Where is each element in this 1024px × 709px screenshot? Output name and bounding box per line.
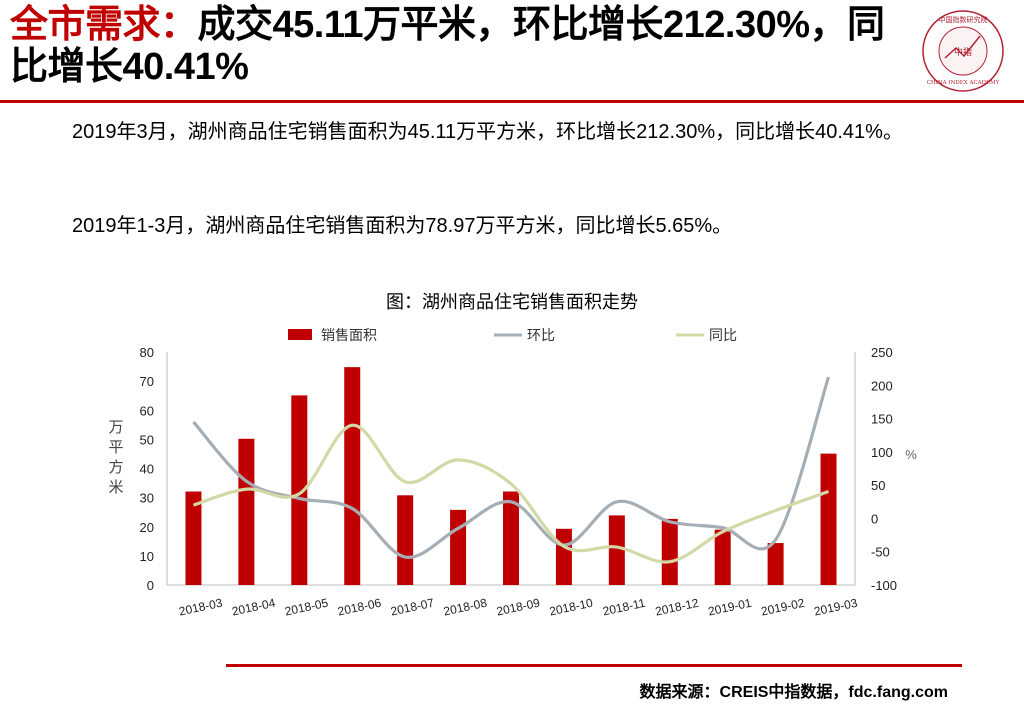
title-divider — [0, 100, 1024, 103]
right-tick-label: 0 — [871, 511, 878, 526]
bar-sales-area — [185, 491, 202, 585]
left-tick-label: 10 — [140, 549, 154, 564]
left-axis-label-char: 方 — [108, 459, 123, 476]
left-tick-label: 50 — [140, 432, 154, 447]
legend-label: 同比 — [709, 327, 737, 343]
x-tick-label: 2019-01 — [707, 596, 753, 619]
x-tick-label: 2018-10 — [548, 596, 594, 619]
bar-sales-area — [291, 395, 308, 585]
left-tick-label: 40 — [140, 462, 154, 477]
bar-sales-area — [767, 543, 784, 585]
footer-divider — [226, 664, 962, 667]
summary-paragraph-1: 2019年3月，湖州商品住宅销售面积为45.11万平方米，环比增长212.30%… — [72, 121, 903, 143]
left-axis-label-char: 米 — [108, 479, 123, 496]
bar-sales-area — [608, 515, 625, 585]
summary-paragraph-2: 2019年1-3月，湖州商品住宅销售面积为78.97万平方米，同比增长5.65%… — [72, 215, 733, 237]
bar-sales-area — [820, 453, 837, 585]
left-tick-label: 60 — [140, 403, 154, 418]
x-tick-label: 2019-03 — [813, 596, 859, 619]
right-tick-label: -100 — [871, 578, 897, 593]
x-tick-label: 2018-03 — [178, 596, 224, 619]
x-tick-label: 2018-07 — [389, 596, 435, 619]
x-tick-label: 2018-06 — [336, 596, 382, 619]
china-index-academy-logo: 中国指数研究院 中指 CHINA INDEX ACADEMY — [922, 10, 1004, 92]
right-axis-label: % — [905, 447, 917, 462]
legend-swatch-sales-area — [288, 329, 312, 340]
bar-sales-area — [661, 518, 678, 585]
legend-label: 销售面积 — [321, 327, 377, 343]
title-highlight: 全市需求： — [10, 4, 198, 46]
logo-top-text: 中国指数研究院 — [939, 15, 988, 24]
x-tick-label: 2018-04 — [231, 596, 277, 619]
line-yoy — [192, 423, 830, 564]
x-tick-label: 2018-12 — [654, 596, 700, 619]
bar-sales-area — [714, 529, 731, 585]
logo-ring-text: CHINA INDEX ACADEMY — [927, 80, 1000, 86]
line-mom — [192, 376, 831, 559]
left-axis-label-char: 平 — [108, 439, 123, 456]
x-tick-label: 2018-09 — [495, 596, 541, 619]
right-tick-label: 200 — [871, 378, 893, 393]
left-tick-label: 70 — [140, 374, 154, 389]
bar-sales-area — [344, 367, 361, 585]
bar-sales-area — [555, 528, 572, 585]
x-tick-label: 2018-11 — [601, 596, 646, 619]
bar-sales-area — [450, 509, 467, 585]
x-tick-label: 2019-02 — [760, 596, 806, 619]
bar-sales-area — [397, 495, 414, 585]
left-axis-label-char: 万 — [108, 419, 123, 436]
x-tick-label: 2018-08 — [442, 596, 488, 619]
data-source: 数据来源：CREIS中指数据，fdc.fang.com — [639, 684, 948, 701]
right-tick-label: 100 — [871, 445, 893, 460]
right-tick-label: 150 — [871, 412, 893, 427]
page-title: 全市需求：成交45.11万平米，环比增长212.30%，同比增长40.41% — [10, 4, 915, 88]
x-tick-label: 2018-05 — [283, 596, 329, 619]
right-tick-label: 50 — [871, 478, 885, 493]
left-tick-label: 0 — [147, 578, 154, 593]
right-tick-label: -50 — [871, 545, 890, 560]
legend-label: 环比 — [527, 327, 555, 343]
left-tick-label: 30 — [140, 491, 154, 506]
left-tick-label: 20 — [140, 520, 154, 535]
left-tick-label: 80 — [140, 345, 154, 360]
logo-center-text: 中指 — [954, 46, 972, 58]
title-text: 成交45.11万平米，环比增长212.30%，同比增长40.41% — [10, 4, 885, 88]
bar-sales-area — [238, 438, 255, 585]
right-tick-label: 250 — [871, 345, 893, 360]
bar-sales-area — [503, 491, 519, 585]
chart-title: 图：湖州商品住宅销售面积走势 — [386, 292, 638, 312]
